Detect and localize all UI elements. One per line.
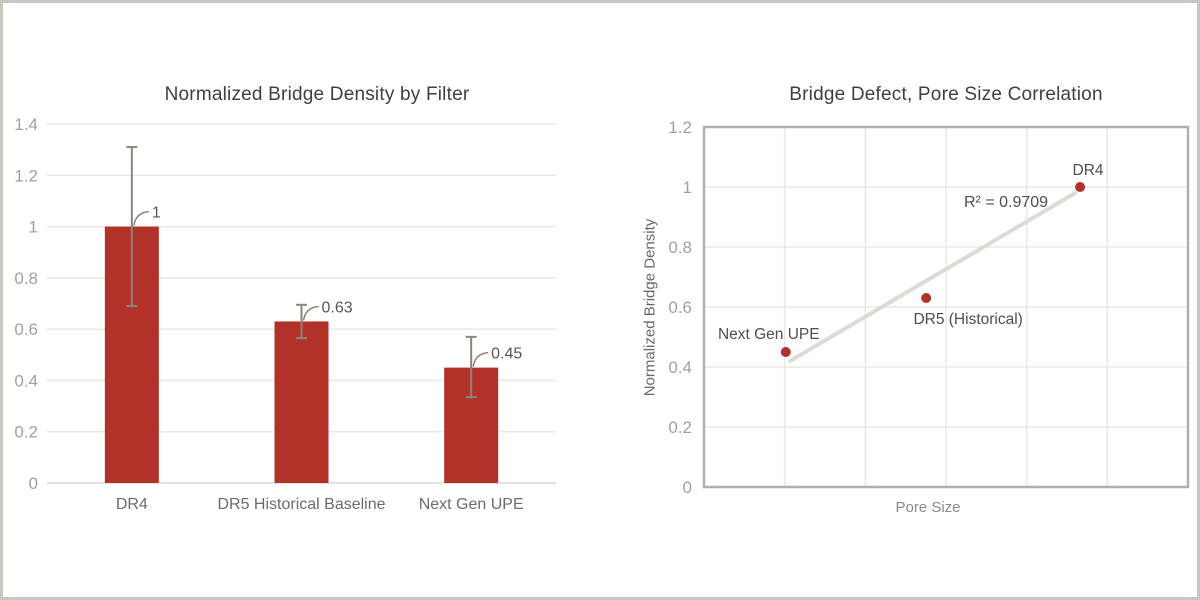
bar-chart-ytick-label: 1.2 [14, 166, 38, 185]
scatter-r2-annotation: R² = 0.9709 [964, 194, 1048, 211]
bar-chart-ytick-label: 0.6 [14, 320, 38, 339]
data-label-leader-line [133, 210, 149, 226]
scatter-ytick-label: 0.2 [668, 418, 692, 437]
scatter-trendline [788, 191, 1078, 363]
scatter-ytick-label: 0.8 [668, 238, 692, 257]
scatter-ytick-label: 0.4 [668, 358, 692, 377]
scatter-point-label: DR5 (Historical) [913, 311, 1022, 328]
bar [274, 321, 329, 483]
bar-data-label: 1 [152, 205, 161, 222]
bar-category-label: Next Gen UPE [419, 496, 524, 513]
scatter-point [780, 347, 791, 357]
data-label-leader-line [302, 305, 319, 321]
bar-data-label: 0.63 [322, 299, 353, 316]
scatter-x-axis-title: Pore Size [895, 499, 961, 516]
bar-chart-ytick-label: 0.8 [14, 269, 38, 288]
bar-chart-ytick-label: 0 [29, 474, 38, 493]
scatter-chart-title: Bridge Defect, Pore Size Correlation [789, 84, 1103, 105]
scatter-point-label: DR4 [1073, 162, 1104, 179]
scatter-ytick-label: 1 [683, 178, 692, 197]
scatter-ytick-label: 0.6 [668, 298, 692, 317]
scatter-point-label: Next Gen UPE [718, 326, 820, 343]
data-label-leader-line [472, 351, 489, 367]
scatter-plot-border [702, 125, 1190, 489]
bar-chart-ytick-label: 1 [29, 218, 38, 237]
bar-chart-ytick-label: 0.4 [14, 371, 38, 390]
scatter-ytick-label: 1.2 [668, 118, 692, 137]
bar-chart-ytick-label: 1.4 [14, 115, 38, 134]
bar-chart-ytick-label: 0.2 [14, 423, 38, 442]
bar-data-label: 0.45 [491, 346, 522, 363]
scatter-ytick-label: 0 [683, 478, 692, 497]
bar-category-label: DR5 Historical Baseline [217, 496, 385, 513]
scatter-point [921, 293, 932, 303]
bar-category-label: DR4 [116, 496, 148, 513]
bar-chart-title: Normalized Bridge Density by Filter [164, 84, 470, 105]
scatter-point [1075, 182, 1086, 192]
